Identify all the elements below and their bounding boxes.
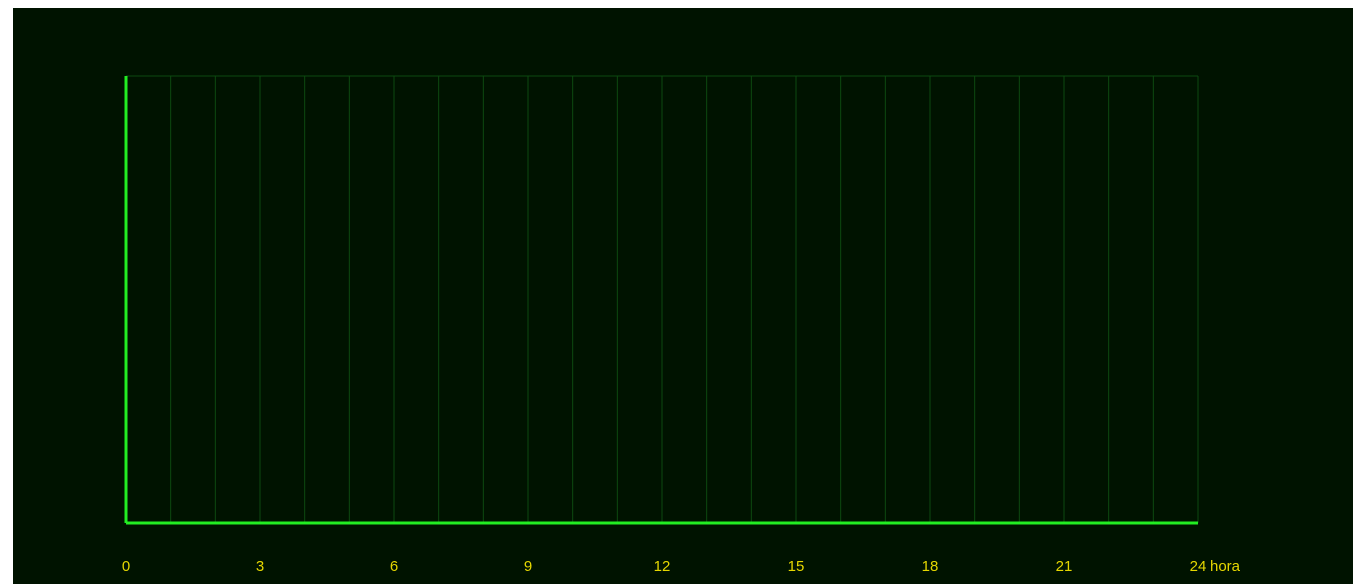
x-tick-label-12: 12: [654, 558, 671, 575]
chart-panel: [13, 8, 1353, 584]
x-tick-label-0: 0: [122, 558, 130, 575]
x-tick-labels: 0 3 6 9 12 15 18 21 24: [122, 558, 1207, 575]
x-tick-label-24: 24: [1190, 558, 1207, 575]
grid: [125, 75, 1199, 523]
x-tick-label-9: 9: [524, 558, 532, 575]
x-axis-title: hora: [1210, 558, 1241, 575]
x-tick-label-15: 15: [788, 558, 805, 575]
x-tick-label-3: 3: [256, 558, 264, 575]
x-tick-label-21: 21: [1056, 558, 1073, 575]
x-tick-label-6: 6: [390, 558, 398, 575]
x-tick-label-18: 18: [922, 558, 939, 575]
